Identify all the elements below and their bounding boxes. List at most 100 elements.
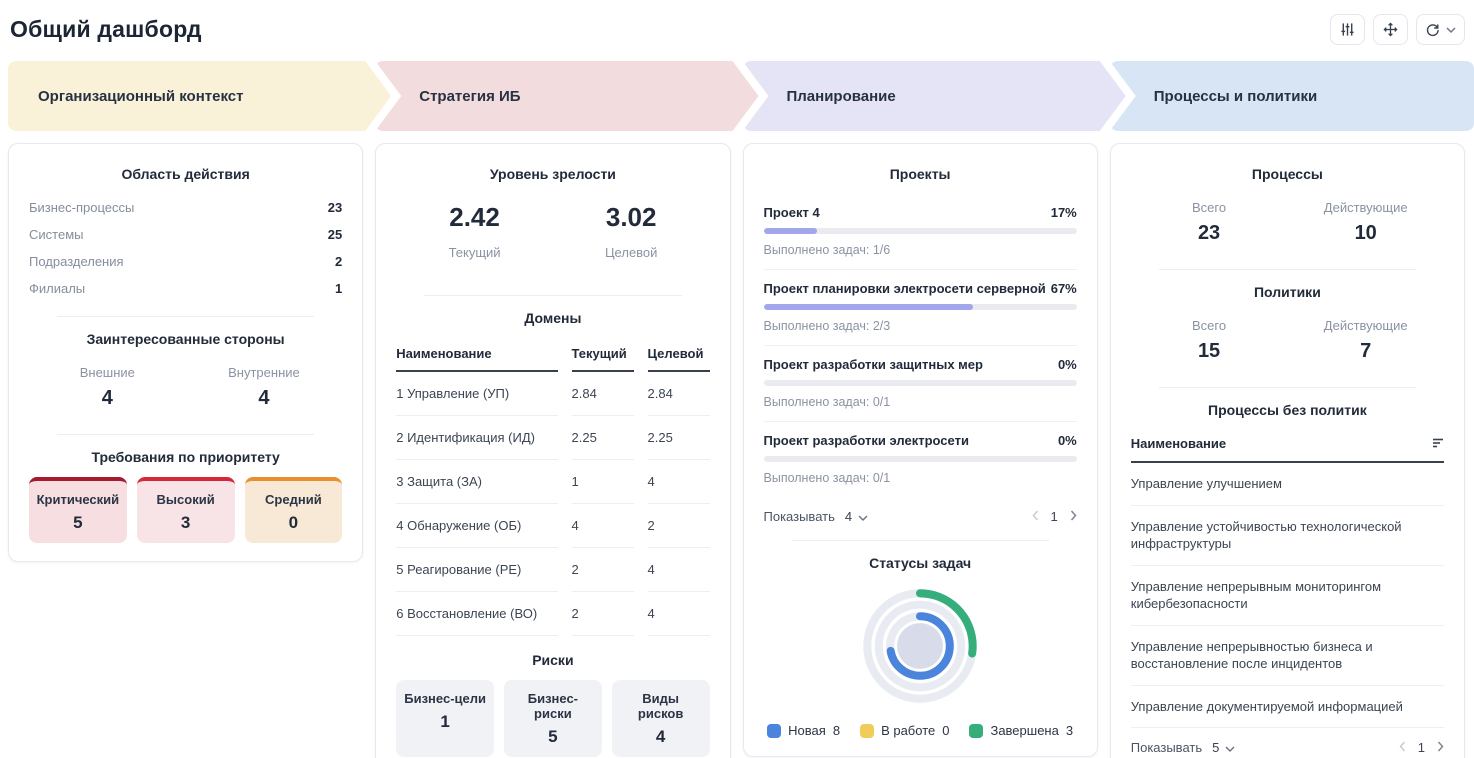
domain-current: 2.84 bbox=[571, 372, 634, 416]
domain-row: 1 Управление (УП) 2.84 2.84 bbox=[396, 372, 710, 416]
page-size-value: 5 bbox=[1212, 740, 1220, 756]
projects-list: Проект 4 17% Выполнено задач: 1/6 Проект… bbox=[763, 194, 1077, 497]
sort-icon[interactable] bbox=[1432, 436, 1444, 451]
page-size-value: 4 bbox=[844, 509, 853, 524]
risk-value: 5 bbox=[548, 727, 558, 746]
process-row[interactable]: Управление непрерывностью бизнеса и восс… bbox=[1130, 626, 1444, 686]
priority-label: Высокий bbox=[156, 492, 215, 507]
page-header: Общий дашборд bbox=[8, 14, 1465, 45]
domains-col-target: Целевой bbox=[647, 338, 710, 372]
stage-banner[interactable]: Планирование bbox=[743, 61, 1126, 131]
domain-name: 2 Идентификация (ИД) bbox=[396, 416, 558, 460]
stat-label: Всего bbox=[1192, 318, 1227, 333]
without-policies-column: Наименование bbox=[1130, 436, 1227, 451]
scope-row: Подразделения 2 bbox=[29, 248, 342, 275]
next-page-button[interactable] bbox=[1070, 509, 1077, 524]
chevron-right-icon bbox=[1437, 740, 1444, 755]
project-item[interactable]: Проект 4 17% Выполнено задач: 1/6 bbox=[763, 194, 1077, 270]
legend-item: Новая 8 bbox=[767, 723, 840, 738]
maturity-stat: Текущий 2.42 bbox=[396, 194, 553, 281]
rings-center bbox=[897, 623, 944, 669]
page-number[interactable]: 1 bbox=[1417, 740, 1425, 756]
project-progress-fill bbox=[763, 228, 817, 234]
stat-value: 7 bbox=[1360, 340, 1372, 362]
priority-label: Средний bbox=[265, 492, 322, 507]
prev-page-button[interactable] bbox=[1399, 740, 1406, 755]
risk-card: Бизнес-цели 1 bbox=[396, 680, 494, 757]
policies-title: Политики bbox=[1253, 284, 1321, 300]
risk-cards: Бизнес-цели 1 Бизнес-риски 5 Виды рисков… bbox=[396, 680, 710, 757]
priority-value: 0 bbox=[288, 513, 299, 532]
card-processes-policies: Процессы Всего 23 Действующие 10 Политик… bbox=[1109, 143, 1465, 758]
maturity-value: 2.42 bbox=[449, 202, 500, 232]
legend-value: 8 bbox=[832, 723, 841, 738]
legend-swatch bbox=[767, 723, 782, 738]
move-layout-button[interactable] bbox=[1373, 14, 1408, 45]
projects-page-size-select[interactable]: Показывать 4 bbox=[764, 509, 869, 524]
legend-item: В работе 0 bbox=[860, 723, 949, 738]
scope-row-label: Бизнес-процессы bbox=[29, 200, 135, 215]
stage-banner[interactable]: Организационный контекст bbox=[8, 61, 391, 131]
task-statuses-title: Статусы задач bbox=[869, 555, 972, 571]
policies-stats: Всего 15 Действующие 7 bbox=[1131, 312, 1444, 373]
project-name: Проект разработки защитных мер bbox=[763, 357, 983, 372]
project-name: Проект разработки электросети bbox=[763, 433, 969, 448]
process-row[interactable]: Управление документируемой информацией bbox=[1130, 686, 1444, 729]
domain-current: 2.25 bbox=[571, 416, 634, 460]
next-page-button[interactable] bbox=[1437, 740, 1444, 755]
chevron-right-icon bbox=[1070, 509, 1077, 524]
processes-page-size-select[interactable]: Показывать 5 bbox=[1131, 740, 1236, 755]
filter-settings-button[interactable] bbox=[1330, 14, 1365, 45]
project-item[interactable]: Проект планировки электросети серверной … bbox=[763, 270, 1077, 346]
priority-value: 3 bbox=[180, 513, 191, 532]
page-number[interactable]: 1 bbox=[1050, 509, 1058, 524]
priority-card: Критический 5 bbox=[29, 477, 127, 543]
domain-row: 2 Идентификация (ИД) 2.25 2.25 bbox=[396, 416, 710, 460]
domain-target: 4 bbox=[647, 592, 710, 636]
stage-banner[interactable]: Процессы и политики bbox=[1109, 61, 1474, 131]
dashboard-cards: Область действия Бизнес-процессы 23 Сист… bbox=[8, 143, 1465, 758]
risk-value: 4 bbox=[655, 727, 666, 746]
risk-label: Виды рисков bbox=[637, 691, 684, 721]
project-progressbar bbox=[763, 228, 1077, 234]
project-item[interactable]: Проект разработки электросети 0% Выполне… bbox=[763, 422, 1077, 497]
process-row[interactable]: Управление устойчивостью технологической… bbox=[1130, 506, 1444, 566]
risk-label: Бизнес-риски bbox=[527, 691, 579, 721]
maturity-value: 3.02 bbox=[605, 202, 657, 232]
stakeholders-title: Заинтересованные стороны bbox=[86, 331, 285, 347]
domains-col-current: Текущий bbox=[571, 338, 634, 372]
sliders-icon bbox=[1340, 22, 1355, 37]
maturity-label: Целевой bbox=[604, 245, 658, 260]
domain-name: 4 Обнаружение (ОБ) bbox=[396, 504, 558, 548]
priority-card: Средний 0 bbox=[244, 477, 343, 543]
policy-stat: Действующие 7 bbox=[1287, 312, 1444, 373]
scope-row-label: Подразделения bbox=[29, 254, 124, 269]
stage-banners: Организационный контекст Стратегия ИБ Пл… bbox=[8, 61, 1474, 131]
project-progressbar bbox=[763, 380, 1077, 386]
stage-label: Стратегия ИБ bbox=[419, 87, 521, 105]
process-row[interactable]: Управление непрерывным мониторингом кибе… bbox=[1130, 566, 1444, 626]
domains-col-name: Наименование bbox=[396, 338, 558, 372]
scope-row-value: 2 bbox=[335, 254, 343, 269]
process-row[interactable]: Управление улучшением bbox=[1130, 463, 1444, 506]
prev-page-button[interactable] bbox=[1032, 509, 1039, 524]
task-status-rings bbox=[863, 589, 977, 703]
priority-label: Критический bbox=[36, 492, 120, 507]
processes-stats: Всего 23 Действующие 10 bbox=[1131, 194, 1444, 255]
divider bbox=[1158, 387, 1416, 388]
projects-pager: Показывать 4 1 bbox=[764, 497, 1077, 526]
chevron-down-icon bbox=[1446, 27, 1456, 33]
refresh-button[interactable] bbox=[1416, 14, 1465, 45]
project-name: Проект 4 bbox=[763, 205, 820, 220]
project-tasks-done: Выполнено задач: 0/1 bbox=[763, 395, 891, 409]
domain-current: 1 bbox=[571, 460, 634, 504]
project-item[interactable]: Проект разработки защитных мер 0% Выполн… bbox=[763, 346, 1077, 422]
stage-banner[interactable]: Стратегия ИБ bbox=[375, 61, 758, 131]
domain-name: 6 Восстановление (ВО) bbox=[396, 592, 558, 636]
scope-title: Область действия bbox=[121, 166, 250, 182]
domains-table: Наименование Текущий Целевой 1 Управлени… bbox=[382, 338, 723, 636]
process-stat: Действующие 10 bbox=[1287, 194, 1444, 255]
legend-name: Новая bbox=[788, 723, 826, 738]
stat-value: 23 bbox=[1197, 222, 1221, 244]
